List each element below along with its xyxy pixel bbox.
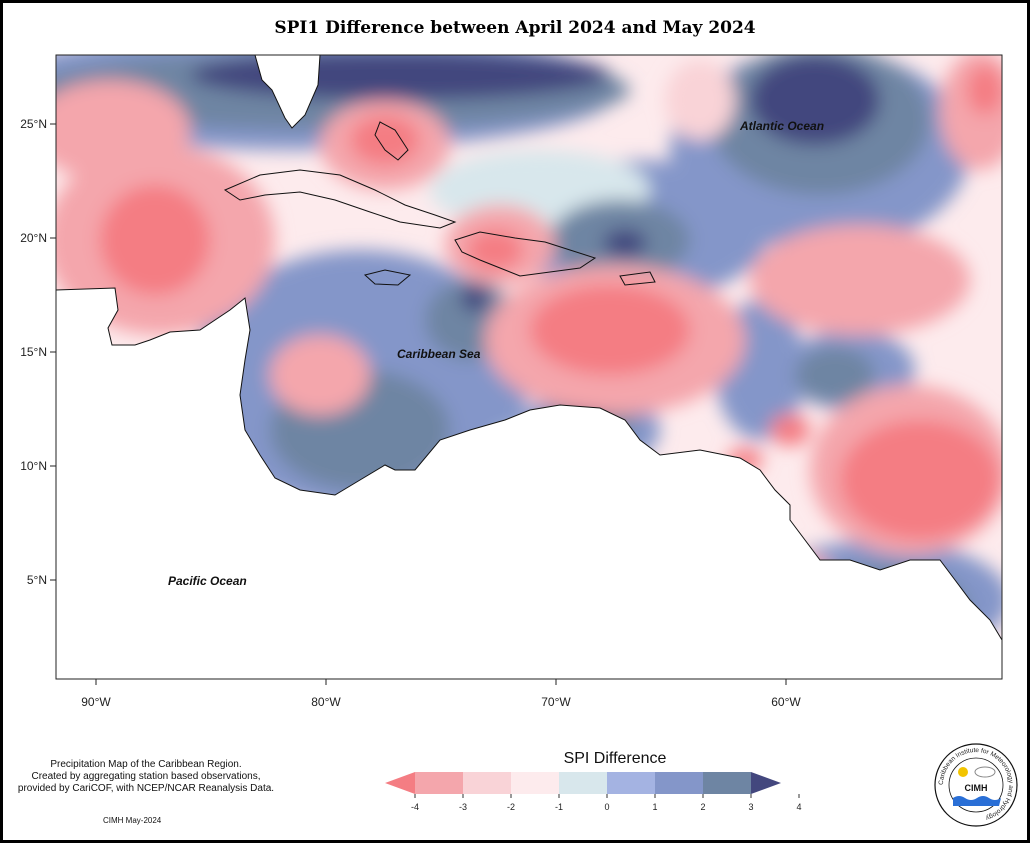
caribbean-sea-label: Caribbean Sea — [397, 347, 481, 361]
colorbar-tick-label: -2 — [507, 802, 515, 812]
colorbar-segment — [751, 772, 781, 794]
colorbar-tick-label: -3 — [459, 802, 467, 812]
legend-tick-labels: -4 -3 -2 -1 0 1 2 3 4 — [411, 794, 802, 812]
sun-icon — [958, 767, 968, 777]
legend-title: SPI Difference — [563, 750, 667, 767]
colorbar-segment — [463, 772, 511, 794]
x-tick-label: 90°W — [81, 695, 111, 709]
colorbar-tick-label: 0 — [604, 802, 609, 812]
colorbar-tick-label: 4 — [796, 802, 801, 812]
waves-icon — [953, 796, 1001, 806]
note-line: provided by CariCOF, with NCEP/NCAR Rean… — [17, 783, 275, 794]
colorbar-segment — [655, 772, 703, 794]
colorbar-segment — [703, 772, 751, 794]
map-title: SPI1 Difference between April 2024 and M… — [274, 18, 756, 38]
map-border — [55, 54, 1003, 680]
note-line: Precipitation Map of the Caribbean Regio… — [50, 759, 242, 770]
map-note: Precipitation Map of the Caribbean Regio… — [6, 759, 286, 795]
y-tick-label: 25°N — [20, 117, 47, 131]
cimh-logo: Caribbean Institute for Meteorology and … — [934, 743, 1018, 827]
colorbar-tick-label: 3 — [748, 802, 753, 812]
colorbar-tick-label: 2 — [700, 802, 705, 812]
colorbar-segment — [607, 772, 655, 794]
colorbar-tick-label: -4 — [411, 802, 419, 812]
colorbar-tick-label: 1 — [652, 802, 657, 812]
colorbar-segment — [385, 772, 415, 794]
atlantic-ocean-label: Atlantic Ocean — [739, 119, 824, 133]
pacific-ocean-label: Pacific Ocean — [168, 574, 247, 588]
credit-text: CIMH May-2024 — [103, 816, 162, 825]
y-tick-label: 20°N — [20, 231, 47, 245]
x-tick-label: 60°W — [771, 695, 801, 709]
axis-ticks — [50, 123, 787, 685]
colorbar-segment — [559, 772, 607, 794]
land-masses — [56, 55, 1002, 679]
legend-colorbar — [385, 772, 781, 794]
x-tick-label: 80°W — [311, 695, 341, 709]
x-tick-label: 70°W — [541, 695, 571, 709]
y-tick-label: 10°N — [20, 459, 47, 473]
colorbar-segment — [511, 772, 559, 794]
island-outlines — [223, 121, 656, 286]
y-tick-label: 5°N — [27, 573, 47, 587]
note-line: Created by aggregating station based obs… — [31, 771, 261, 782]
colorbar-segment — [415, 772, 463, 794]
logo-text: CIMH — [965, 783, 988, 793]
spi-field — [56, 55, 1002, 679]
colorbar-tick-label: -1 — [555, 802, 563, 812]
cloud-icon — [974, 766, 996, 778]
y-tick-label: 15°N — [20, 345, 47, 359]
